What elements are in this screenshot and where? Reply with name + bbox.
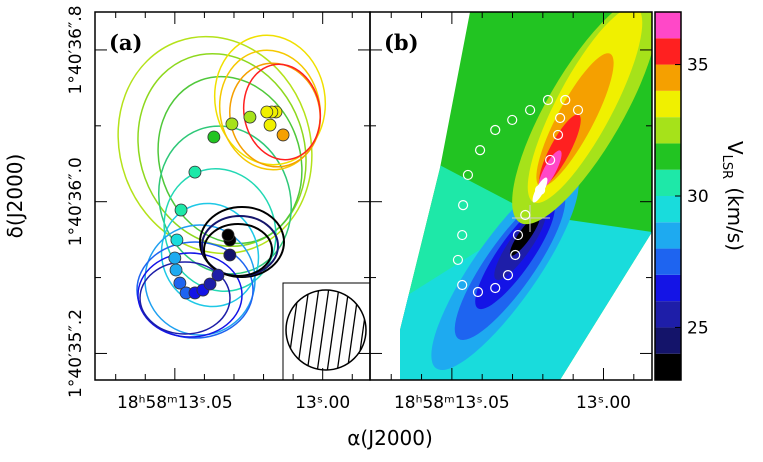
colorbar-label-symbol: V [723, 141, 747, 155]
colorbar-tick-label: 25 [687, 318, 709, 338]
colorbar-tick-label: 30 [687, 187, 709, 207]
x-tick-label: 13ˢ.00 [295, 393, 350, 413]
data-point [490, 124, 501, 136]
data-point [502, 270, 514, 281]
colorbar-bin [655, 248, 681, 275]
data-point [552, 129, 564, 141]
colorbar-bin [655, 196, 681, 223]
data-point [545, 154, 556, 166]
data-point [260, 105, 274, 119]
data-point [457, 279, 468, 291]
x-tick-label: 13ˢ.00 [576, 393, 631, 413]
colorbar-bin [655, 301, 681, 328]
velocity-field [400, 12, 652, 380]
data-point [168, 251, 182, 265]
colorbar-bin [655, 274, 681, 302]
colorbar-bin [655, 143, 681, 170]
data-point [174, 203, 188, 217]
y-axis-label: δ(J2000) [3, 154, 27, 239]
data-point [203, 277, 217, 291]
data-point [520, 209, 531, 221]
panel-label: (b) [384, 30, 419, 55]
data-point [276, 128, 290, 142]
data-point [542, 94, 554, 106]
colorbar-tick-label: 35 [687, 56, 709, 76]
x-axis-label: α(J2000) [347, 426, 433, 450]
data-point [457, 229, 468, 241]
x-tick-label: 18ʰ58ᵐ13ˢ.05 [117, 393, 233, 413]
colorbar-bin [655, 12, 681, 39]
y-tick-label: 1°40′35″.2 [66, 309, 86, 398]
beam-inset [282, 282, 371, 381]
data-point [243, 110, 257, 124]
y-tick-label: 1°40′36″.8 [66, 5, 86, 94]
colorbar-bin [655, 64, 681, 91]
data-point [474, 144, 486, 156]
colorbar-label-sub: LSR [719, 155, 734, 180]
data-point [525, 104, 536, 116]
data-point [223, 248, 237, 262]
data-point [452, 254, 464, 266]
data-point [211, 268, 225, 282]
data-point [535, 184, 546, 196]
data-point [225, 117, 239, 131]
colorbar-bin [655, 117, 681, 144]
data-point [173, 276, 187, 290]
data-point [472, 286, 484, 298]
colorbar-bin [655, 353, 681, 380]
data-point [510, 249, 521, 261]
data-point [263, 118, 277, 132]
data-point [169, 263, 183, 277]
data-point [457, 200, 469, 211]
data-point [512, 229, 524, 241]
colorbar: 25 30 35 [654, 11, 709, 381]
colorbar-label: VLSR (km/s) [719, 141, 747, 251]
colorbar-bin [655, 222, 681, 249]
data-point [555, 112, 566, 124]
colorbar-label-unit: (km/s) [723, 187, 747, 251]
colorbar-bin [655, 90, 681, 118]
colorbar-bin [655, 38, 681, 65]
data-point [560, 94, 571, 106]
colorbar-bin [655, 327, 681, 354]
colorbar-bin [655, 169, 681, 196]
data-point [207, 130, 221, 144]
panel-label: (a) [109, 30, 142, 55]
data-point [572, 104, 584, 116]
x-tick-label: 18ʰ58ᵐ13ˢ.05 [394, 393, 510, 413]
data-point [462, 169, 474, 181]
data-point [170, 233, 184, 247]
data-point [221, 228, 235, 242]
data-point [188, 165, 202, 179]
panel-b-frame [369, 11, 653, 381]
data-point [490, 282, 501, 294]
y-tick-label: 1°40′36″.0 [66, 157, 86, 246]
data-point [507, 114, 518, 126]
